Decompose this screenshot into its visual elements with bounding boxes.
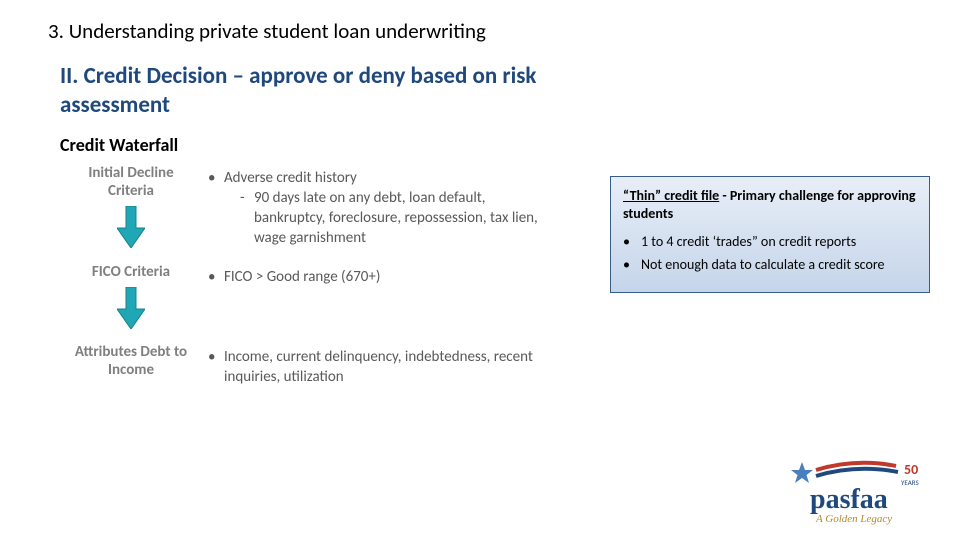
bullet-icon: •	[208, 267, 224, 287]
stage-label-col: FICO Criteria	[66, 263, 196, 329]
callout-box: “Thin” credit file - Primary challenge f…	[610, 176, 930, 293]
stage-body: • Adverse credit history - 90 days late …	[196, 164, 556, 249]
stage-body: • Income, current delinquency, indebtedn…	[196, 343, 556, 388]
callout-title-quoted: “Thin” credit file	[623, 187, 719, 204]
logo-fifty: 50	[904, 461, 918, 478]
logo-name: pasfaa	[810, 484, 888, 515]
section-heading: II. Credit Decision – approve or deny ba…	[60, 62, 620, 120]
stage-label-col: Initial Decline Criteria	[66, 164, 196, 248]
sub-bullet-text: 90 days late on any debt, loan default, …	[254, 188, 556, 249]
bullet-icon: •	[623, 233, 641, 251]
bullet-text: Adverse credit history	[224, 168, 357, 188]
down-arrow-icon	[117, 287, 145, 329]
stage-label: FICO Criteria	[92, 263, 170, 281]
bullet-text: FICO > Good range (670+)	[224, 267, 380, 287]
slide: 3. Understanding private student loan un…	[0, 0, 960, 540]
bullet-icon: •	[208, 347, 224, 367]
page-title: 3. Understanding private student loan un…	[48, 18, 920, 44]
pasfaa-logo: 50 YEARS pasfaa A Golden Legacy	[786, 460, 936, 530]
bullet-text: Income, current delinquency, indebtednes…	[224, 347, 556, 388]
stage-label: Attributes Debt to Income	[66, 343, 196, 379]
subheading: Credit Waterfall	[60, 134, 920, 156]
callout-item: •1 to 4 credit ‘trades” on credit report…	[623, 233, 917, 251]
down-arrow-icon	[117, 206, 145, 248]
stage-label-col: Attributes Debt to Income	[66, 343, 196, 385]
callout-item-text: 1 to 4 credit ‘trades” on credit reports	[641, 233, 856, 251]
callout-item: •Not enough data to calculate a credit s…	[623, 256, 917, 274]
logo-tagline: A Golden Legacy	[815, 513, 892, 525]
stage-bullet: • Income, current delinquency, indebtedn…	[208, 347, 556, 388]
stage-bullet: • FICO > Good range (670+)	[208, 267, 556, 287]
waterfall-stage: Attributes Debt to Income • Income, curr…	[66, 343, 920, 388]
callout-title: “Thin” credit file - Primary challenge f…	[623, 187, 917, 223]
callout-list: •1 to 4 credit ‘trades” on credit report…	[623, 233, 917, 273]
stage-label: Initial Decline Criteria	[66, 164, 196, 200]
logo-years: YEARS	[901, 478, 919, 487]
bullet-icon: •	[208, 168, 224, 188]
callout-item-text: Not enough data to calculate a credit sc…	[641, 256, 885, 274]
stage-bullet: • Adverse credit history	[208, 168, 556, 188]
stage-sub-bullet: - 90 days late on any debt, loan default…	[240, 188, 556, 249]
bullet-icon: •	[623, 256, 641, 274]
dash-icon: -	[240, 188, 254, 208]
stage-body: • FICO > Good range (670+)	[196, 263, 556, 287]
